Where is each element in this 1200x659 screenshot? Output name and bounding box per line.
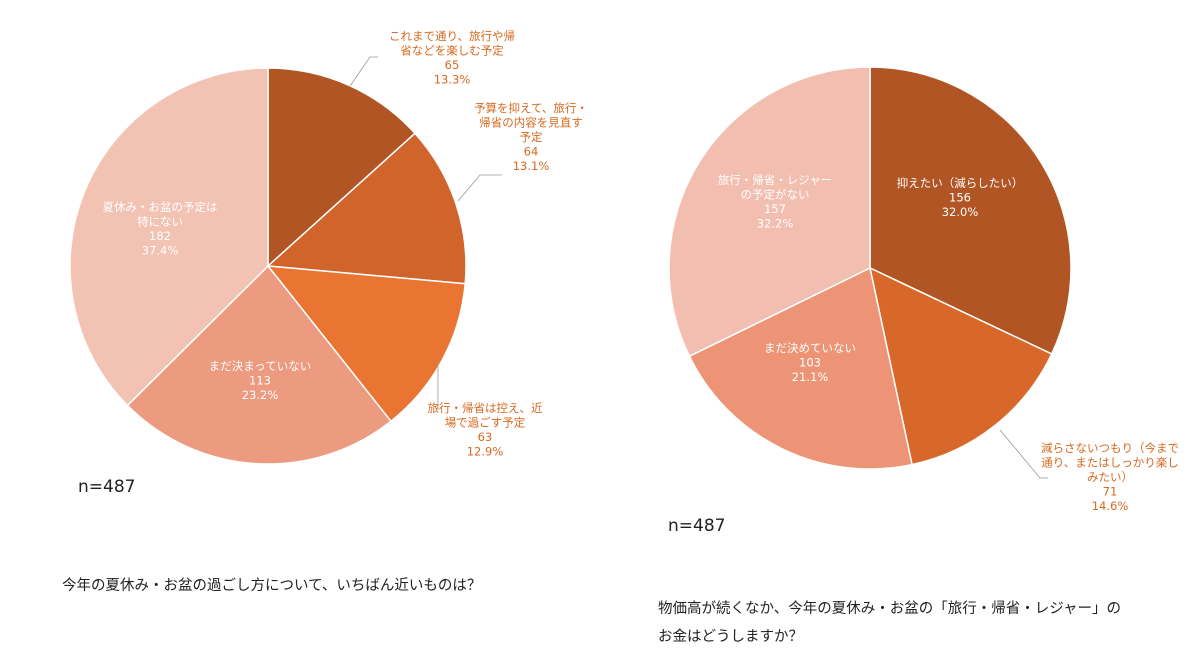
pie-slice-0-3 [126, 264, 392, 465]
slice-label-0-4: 夏休み・お盆の予定は特にない 182 37.4% [103, 200, 218, 258]
pie-slice-0-2 [266, 265, 467, 423]
pie-slice-1-0 [869, 66, 1072, 355]
n-label-left: n=487 [78, 477, 136, 497]
slice-label-1-2: まだ決めていない 103 21.1% [764, 341, 856, 384]
question-right: 物価高が続くなか、今年の夏休み・お盆の「旅行・帰省・レジャー」の お金はどうしま… [658, 567, 1178, 651]
pie-chart-left: これまで通り、旅行や帰省などを楽しむ予定 65 13.3% 予算を抑えて、旅行・帰省の… [69, 29, 588, 465]
pie-slice-1-1 [868, 266, 1053, 466]
pie-slice-1-2 [688, 266, 913, 470]
leader-line-0-1 [457, 174, 502, 202]
slice-label-0-1: 予算を抑えて、旅行・帰省の内容を見直す予定 64 13.1% [474, 101, 588, 173]
slice-label-0-0: これまで通り、旅行や帰省などを楽しむ予定 65 13.3% [389, 29, 515, 87]
leader-line-1-1 [999, 429, 1048, 479]
slice-label-1-1: 減らさないつもり（今まで通り、またはしっかり楽しみたい） 71 14.6% [1041, 441, 1179, 513]
slice-label-1-3: 旅行・帰省・レジャーの予定がない 157 32.2% [718, 173, 832, 231]
question-right-text: 物価高が続くなか、今年の夏休み・お盆の「旅行・帰省・レジャー」の お金はどうしま… [658, 601, 1121, 645]
n-label-right: n=487 [668, 516, 726, 536]
slice-label-0-3: まだ決まっていない 113 23.2% [209, 359, 311, 402]
pie-slice-1-3 [668, 66, 871, 358]
slice-label-1-0: 抑えたい（減らしたい） 156 32.0% [897, 176, 1024, 219]
leader-line-0-0 [349, 56, 378, 87]
question-left: 今年の夏休み・お盆の過ごし方について、いちばん近いものは？ [62, 578, 482, 594]
pie-chart-right: 抑えたい（減らしたい） 156 32.0% 減らさないつもり（今まで通り、またはしっか… [668, 66, 1179, 513]
pie-slice-0-0 [267, 67, 417, 268]
slice-label-0-2: 旅行・帰省は控え、近場で過ごす予定 63 12.9% [428, 401, 543, 459]
pie-slice-0-4 [69, 67, 269, 407]
pie-slice-0-1 [266, 132, 467, 285]
